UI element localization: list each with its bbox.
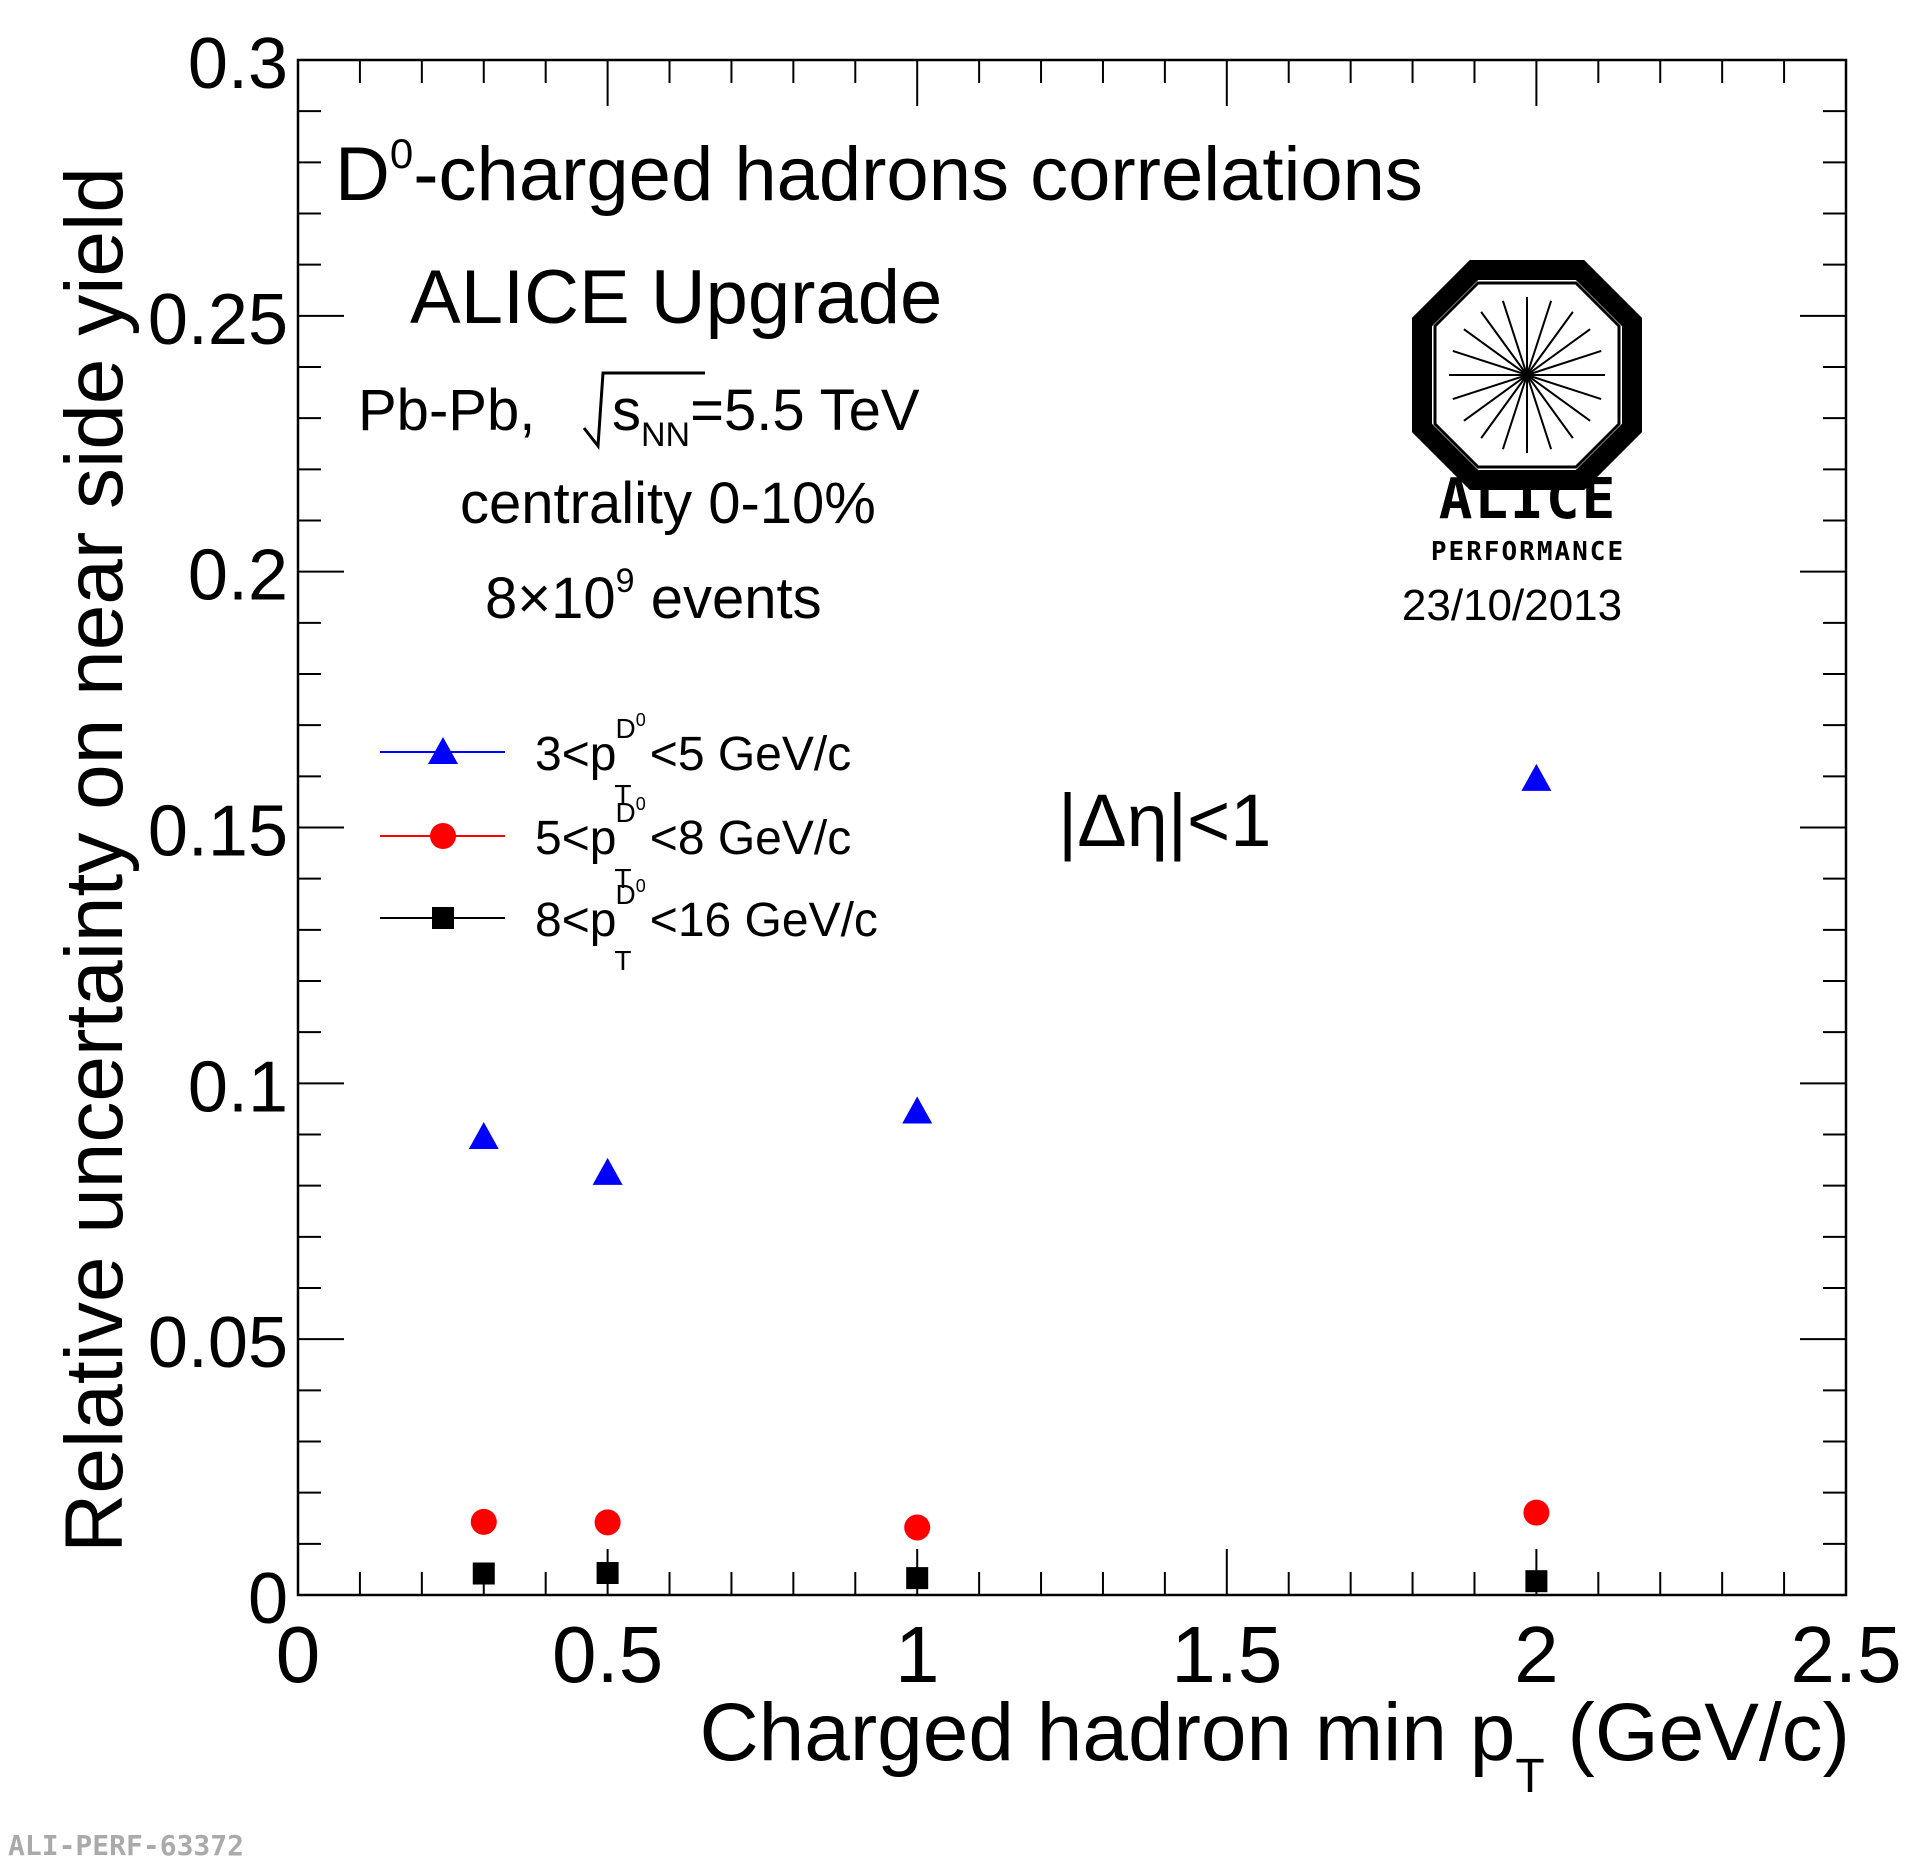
system-label: Pb-Pb,: [358, 378, 535, 443]
data-point-triangle: [902, 1096, 933, 1124]
y-tick-label: 0.1: [188, 1047, 288, 1127]
logo-ray: [1501, 300, 1528, 376]
axes: 0 0.5 1 1.5 2 2.5 0 0.05 0.1 0.15 0.2 0.25 0.3: [148, 24, 1902, 1699]
logo-ray: [1526, 374, 1591, 422]
logo-ray: [1526, 328, 1591, 376]
data-point-square: [472, 1562, 495, 1585]
system-energy: sNN=5.5 TeV: [612, 378, 920, 454]
alice-logo-name: ALICE: [1439, 467, 1618, 532]
chart-title: D0-charged hadrons correlations: [335, 130, 1423, 217]
data-point-circle: [1523, 1499, 1550, 1526]
y-tick-label: 0.05: [148, 1303, 288, 1383]
logo-date: 23/10/2013: [1402, 581, 1622, 630]
logo-ray: [1452, 374, 1528, 401]
alice-logo-subtitle: PERFORMANCE: [1431, 537, 1625, 567]
logo-ray: [1526, 374, 1602, 401]
x-tick-label: 1.5: [1171, 1610, 1282, 1699]
upgrade-label: ALICE Upgrade: [410, 255, 942, 340]
logo-ray: [1480, 374, 1528, 439]
x-axis-label: Charged hadron min pT (GeV/c): [699, 1687, 1850, 1803]
logo-ray: [1463, 374, 1528, 422]
figure-id: ALI-PERF-63372: [8, 1829, 244, 1862]
logo-ray: [1463, 328, 1528, 376]
y-tick-label: 0.2: [188, 536, 288, 616]
alice-logo: ALICE PERFORMANCE 23/10/2013: [1402, 260, 1642, 630]
data-marks: [468, 763, 1552, 1593]
legend-marker-triangle: [428, 737, 458, 764]
x-tick-label: 1: [895, 1610, 940, 1699]
data-point-triangle: [1521, 763, 1552, 791]
data-point-circle: [904, 1514, 931, 1541]
data-point-square: [596, 1561, 619, 1584]
legend-entry-label: 3<p TD0<5 GeV/c: [535, 710, 851, 810]
logo-ray: [1526, 374, 1553, 450]
data-point-circle: [470, 1508, 497, 1535]
eta-cut-label: |Δη|<1: [1058, 779, 1271, 862]
logo-ray: [1526, 311, 1574, 376]
sqrt-sign: [582, 371, 705, 451]
x-tick-label: 0.5: [552, 1610, 663, 1699]
centrality-label: centrality 0-10%: [460, 471, 876, 536]
legend: 3<p TD0<5 GeV/c5<p TD0<8 GeV/c8<p TD0<16 Ge…: [380, 710, 878, 976]
logo-ray: [1501, 374, 1528, 450]
x-tick-label: 0: [276, 1610, 321, 1699]
data-point-triangle: [468, 1122, 499, 1150]
alice-logo-octagon: [1412, 260, 1642, 490]
data-point-triangle: [592, 1157, 623, 1185]
logo-ray: [1526, 300, 1553, 376]
logo-ray: [1526, 374, 1574, 439]
logo-ray: [1480, 311, 1528, 376]
y-tick-label: 0.15: [148, 792, 288, 872]
legend-marker-circle: [430, 823, 456, 849]
alice-logo-starburst: [1449, 297, 1605, 453]
logo-ray: [1452, 349, 1528, 376]
legend-marker-square: [432, 907, 454, 929]
y-tick-label: 0.25: [148, 280, 288, 360]
x-tick-label: 2: [1514, 1610, 1559, 1699]
data-point-circle: [594, 1509, 621, 1536]
y-tick-label: 0.3: [188, 24, 288, 104]
y-tick-label: 0: [248, 1559, 288, 1639]
y-axis-label: Relative uncertainty on near side yield: [49, 167, 140, 1553]
events-label: 8×109 events: [485, 562, 822, 631]
data-point-square: [1525, 1570, 1548, 1593]
data-point-square: [906, 1567, 929, 1590]
legend-entry-label: 8<p TD0<16 GeV/c: [535, 876, 878, 976]
x-tick-label: 2.5: [1790, 1610, 1901, 1699]
logo-ray: [1526, 349, 1602, 376]
alice-logo-inner: [1433, 281, 1621, 469]
legend-entry-label: 5<p TD0<8 GeV/c: [535, 794, 851, 894]
